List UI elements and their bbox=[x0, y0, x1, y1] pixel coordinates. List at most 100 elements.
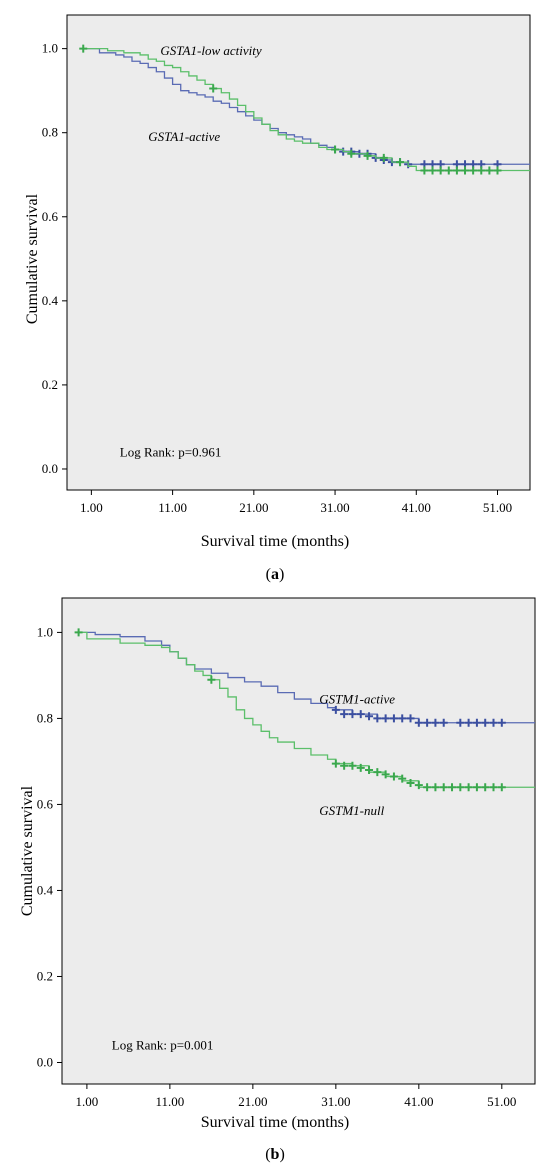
chart-b-y-tick-label: 0.0 bbox=[37, 1054, 53, 1069]
chart-b-series-0-censor-mark bbox=[439, 718, 448, 727]
chart-a-series-1-censor-mark bbox=[420, 166, 429, 175]
chart-a-x-tick-label: 51.00 bbox=[483, 500, 512, 515]
chart-a-series-1-censor-mark bbox=[209, 84, 218, 93]
chart-a-annotation: GSTA1-low activity bbox=[160, 43, 261, 58]
chart-b-plot-area bbox=[61, 597, 536, 1085]
chart-a-x-axis-title: Survival time (months) bbox=[200, 533, 350, 550]
chart-a-y-tick-label: 1.0 bbox=[42, 41, 58, 56]
chart-b-x-tick-label: 1.00 bbox=[76, 1094, 99, 1109]
chart-a-y-tick-label: 0.8 bbox=[42, 125, 58, 140]
chart-a-series-1-censor-mark bbox=[79, 44, 88, 53]
chart-b-series-1-censor-mark bbox=[365, 766, 374, 775]
chart-b-x-axis-title: Survival time (months) bbox=[200, 1114, 350, 1131]
chart-b-series-0-censor-mark bbox=[356, 710, 365, 719]
chart-a-series-1-censor-mark bbox=[363, 151, 372, 160]
chart-b-series-1-censor-mark bbox=[398, 774, 407, 783]
chart-a-series-1-censor-mark bbox=[444, 166, 453, 175]
chart-b-x-tick-label: 11.00 bbox=[155, 1094, 184, 1109]
chart-b-series-1-censor-mark bbox=[389, 772, 398, 781]
chart-b-y-tick-label: 0.4 bbox=[37, 882, 54, 897]
chart-b-series-0-censor-mark bbox=[481, 718, 490, 727]
chart-a-y-tick-label: 0.0 bbox=[42, 461, 58, 476]
chart-b-series-0-censor-mark bbox=[373, 714, 382, 723]
chart-b-caption: (b) bbox=[265, 1146, 285, 1163]
chart-a-caption-letter: a bbox=[271, 566, 279, 583]
chart-a-x-tick-label: 1.00 bbox=[80, 500, 103, 515]
chart-b-series-1-censor-mark bbox=[464, 783, 473, 792]
chart-b-series-1-censor-mark bbox=[431, 783, 440, 792]
chart-a-series-1-censor-mark bbox=[347, 149, 356, 158]
chart-b-series-0-censor-mark bbox=[398, 714, 407, 723]
chart-b-series-0-censor-mark bbox=[414, 718, 423, 727]
chart-a-caption: (a) bbox=[265, 566, 285, 583]
chart-a-series-1-censor-mark bbox=[396, 158, 405, 167]
chart-b-annotation: GSTM1-null bbox=[319, 803, 384, 818]
chart-b-series-1-censor-mark bbox=[414, 781, 423, 790]
chart-b-series-0-censor-mark bbox=[348, 710, 357, 719]
chart-b-y-tick-label: 1.0 bbox=[37, 624, 53, 639]
chart-b-series-0-censor-mark bbox=[464, 718, 473, 727]
chart-b-series-0-censor-mark bbox=[489, 718, 498, 727]
chart-a-x-tick-label: 41.00 bbox=[402, 500, 431, 515]
chart-b-x-tick-label: 51.00 bbox=[487, 1094, 516, 1109]
chart-b-series-1-censor-mark bbox=[497, 783, 506, 792]
chart-b-series-1-censor-mark bbox=[348, 761, 357, 770]
chart-a-y-tick-label: 0.4 bbox=[42, 293, 59, 308]
chart-b-y-tick-label: 0.2 bbox=[37, 968, 53, 983]
chart-b-series-0-censor-mark bbox=[340, 710, 349, 719]
chart-b-series-1-censor-mark bbox=[340, 761, 349, 770]
chart-b-series-1-censor-mark bbox=[472, 783, 481, 792]
chart-b-series-0-censor-mark bbox=[431, 718, 440, 727]
chart-b-series-1-censor-mark bbox=[481, 783, 490, 792]
chart-a-series-1-censor-mark bbox=[461, 166, 470, 175]
chart-b-annotation: Log Rank: p=0.001 bbox=[112, 1038, 214, 1053]
chart-b-y-tick-label: 0.6 bbox=[37, 796, 54, 811]
chart-a-svg: 0.0 0.2 0.4 0.6 0.8 1.0 1.00 11.00 21.00 31.00 41.… bbox=[42, 14, 531, 515]
panel-b: 0.0 0.2 0.4 0.6 0.8 1.0 1.00 11.00 21.00 31.00 41.… bbox=[0, 584, 550, 1168]
chart-b-x-tick-label: 31.00 bbox=[321, 1094, 350, 1109]
chart-a-x-tick-label: 21.00 bbox=[239, 500, 268, 515]
chart-b-series-0-censor-mark bbox=[331, 705, 340, 714]
chart-a-series-1-censor-mark bbox=[428, 166, 437, 175]
chart-b-annotation: GSTM1-active bbox=[319, 691, 395, 706]
chart-a-annotation: Log Rank: p=0.961 bbox=[120, 444, 222, 459]
chart-b-x-tick-label: 21.00 bbox=[238, 1094, 267, 1109]
chart-a-series-1-censor-mark bbox=[469, 166, 478, 175]
chart-b-series-1-censor-mark bbox=[331, 759, 340, 768]
chart-b-series-0-censor-mark bbox=[423, 718, 432, 727]
chart-a-x-tick-label: 31.00 bbox=[320, 500, 349, 515]
chart-a-series-1-censor-mark bbox=[452, 166, 461, 175]
chart-b-caption-letter: b bbox=[270, 1146, 280, 1163]
chart-a-annotation: GSTA1-active bbox=[148, 129, 220, 144]
chart-a-x-tick-label: 11.00 bbox=[158, 500, 187, 515]
chart-b-y-tick-label: 0.8 bbox=[37, 710, 53, 725]
chart-b-svg: 0.0 0.2 0.4 0.6 0.8 1.0 1.00 11.00 21.00 31.00 41.… bbox=[37, 597, 536, 1109]
chart-a-series-1-censor-mark bbox=[379, 153, 388, 162]
chart-b-y-axis-title: Cumulative survival bbox=[19, 785, 36, 917]
chart-b-series-1-censor-mark bbox=[381, 770, 390, 779]
chart-b-series-1-censor-mark bbox=[356, 763, 365, 772]
chart-b-series-1-censor-mark bbox=[439, 783, 448, 792]
chart-a-series-1-censor-mark bbox=[436, 166, 445, 175]
chart-a-series-1-censor-mark bbox=[331, 145, 340, 154]
chart-b-series-0-censor-mark bbox=[472, 718, 481, 727]
chart-b-series-0-censor-mark bbox=[456, 718, 465, 727]
chart-a-y-axis-title: Cumulative survival bbox=[24, 193, 41, 325]
chart-b-series-1-censor-mark bbox=[456, 783, 465, 792]
chart-b-series-1-censor-mark bbox=[207, 675, 216, 684]
chart-a-series-1-censor-mark bbox=[485, 166, 494, 175]
chart-b-series-1-censor-mark bbox=[489, 783, 498, 792]
chart-b-series-0-censor-mark bbox=[381, 714, 390, 723]
chart-a-series-1-censor-mark bbox=[493, 166, 502, 175]
chart-b-series-1-censor-mark bbox=[448, 783, 457, 792]
panel-a: 0.0 0.2 0.4 0.6 0.8 1.0 1.00 11.00 21.00 31.00 41.… bbox=[24, 14, 531, 583]
chart-a-series-1-censor-mark bbox=[477, 166, 486, 175]
chart-a-y-tick-label: 0.2 bbox=[42, 377, 58, 392]
chart-b-series-1-censor-mark bbox=[74, 628, 83, 637]
chart-a-plot-area bbox=[66, 14, 531, 491]
chart-b-series-1-censor-mark bbox=[373, 768, 382, 777]
chart-b-series-0-censor-mark bbox=[406, 714, 415, 723]
chart-b-series-1-censor-mark bbox=[406, 778, 415, 787]
chart-b-x-tick-label: 41.00 bbox=[404, 1094, 433, 1109]
chart-a-y-tick-label: 0.6 bbox=[42, 209, 59, 224]
